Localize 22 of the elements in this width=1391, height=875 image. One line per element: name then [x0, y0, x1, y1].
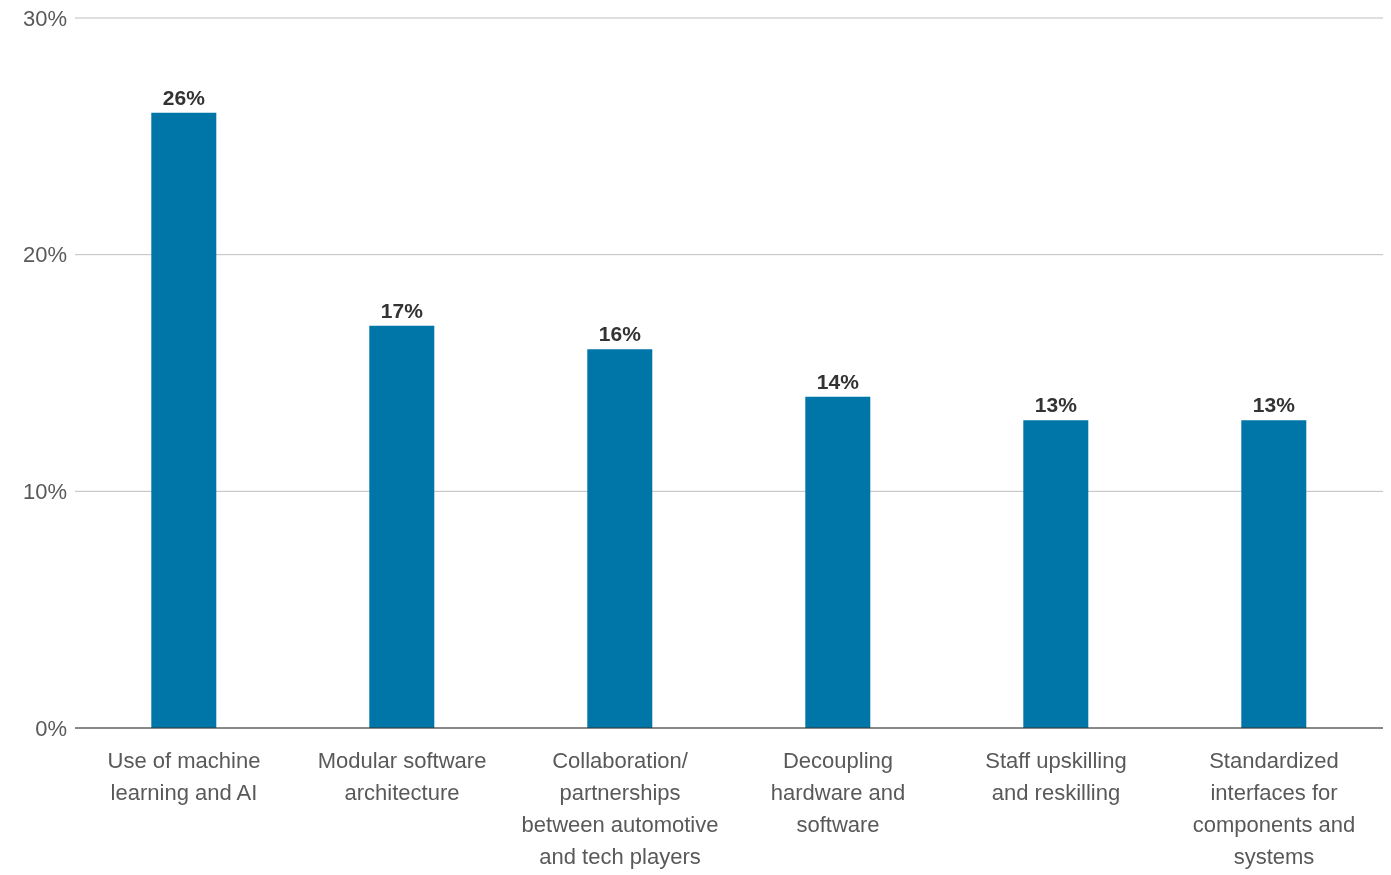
- bar: [587, 349, 653, 728]
- x-tick-label: Use of machine learning and AI: [107, 748, 261, 805]
- x-tick-label: Standardized interfaces for components and systems: [1192, 748, 1356, 869]
- y-tick-label: 20%: [22, 242, 67, 268]
- x-tick-label: Modular software architecture: [317, 748, 487, 805]
- bar: [1023, 420, 1089, 728]
- data-label: 16%: [598, 322, 642, 346]
- bar: [151, 112, 217, 728]
- bar: [805, 396, 871, 728]
- y-tick-label: 10%: [22, 479, 67, 505]
- x-tick-label: Staff upskilling and reskilling: [985, 748, 1127, 805]
- x-tick-label: Decoupling hardware and software: [770, 748, 906, 837]
- data-label: 14%: [816, 369, 860, 393]
- data-label: 26%: [162, 85, 206, 109]
- y-tick-label: 30%: [22, 5, 67, 31]
- x-tick-label: Collaboration/ partnerships between automotive and tech players: [521, 748, 719, 869]
- data-label: 13%: [1034, 393, 1078, 417]
- data-label: 13%: [1252, 393, 1296, 417]
- bar: [1241, 420, 1307, 728]
- bar: [369, 325, 435, 728]
- data-label: 17%: [380, 298, 424, 322]
- y-tick-label: 0%: [35, 715, 67, 741]
